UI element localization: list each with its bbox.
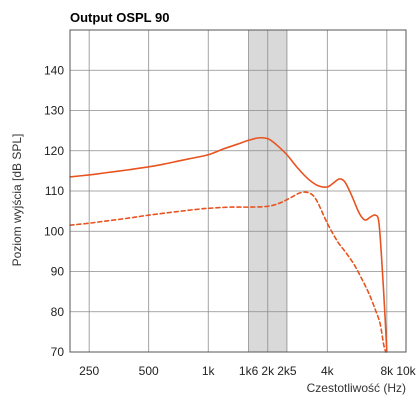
series-line-solid	[69, 136, 388, 353]
x-tick-label: 2k	[261, 364, 275, 378]
x-tick-label: 10k	[396, 364, 416, 378]
x-tick-label: 8k	[380, 364, 394, 378]
y-tick-label: 80	[51, 305, 65, 319]
axis-layer: 250 500 1k 1k6 2k 2k5 4k 8k 10k 70 80 90 100 110 120 13…	[44, 29, 416, 378]
x-tick-label: 4k	[321, 364, 335, 378]
y-tick-label: 110	[45, 184, 64, 198]
x-axis-title: Czestotliwość (Hz)	[307, 381, 406, 395]
y-tick-label: 90	[51, 265, 65, 279]
chart-title: Output OSPL 90	[70, 10, 169, 25]
series-layer	[69, 136, 388, 353]
series-line-dashed	[69, 191, 387, 353]
y-axis-title: Poziom wyjścia [dB SPL]	[10, 134, 24, 267]
x-tick-label: 250	[79, 364, 99, 378]
y-tick-label: 70	[51, 345, 65, 359]
grid-layer	[70, 30, 407, 353]
y-tick-label: 120	[44, 144, 64, 158]
x-tick-label: 1k	[202, 364, 216, 378]
plot-frame	[69, 29, 407, 353]
x-tick-label: 500	[139, 364, 159, 378]
x-tick-label: 2k5	[277, 364, 297, 378]
y-tick-label: 130	[44, 104, 64, 118]
y-tick-label: 100	[44, 224, 64, 238]
y-tick-label: 140	[44, 63, 64, 77]
x-tick-label: 1k6	[239, 364, 259, 378]
